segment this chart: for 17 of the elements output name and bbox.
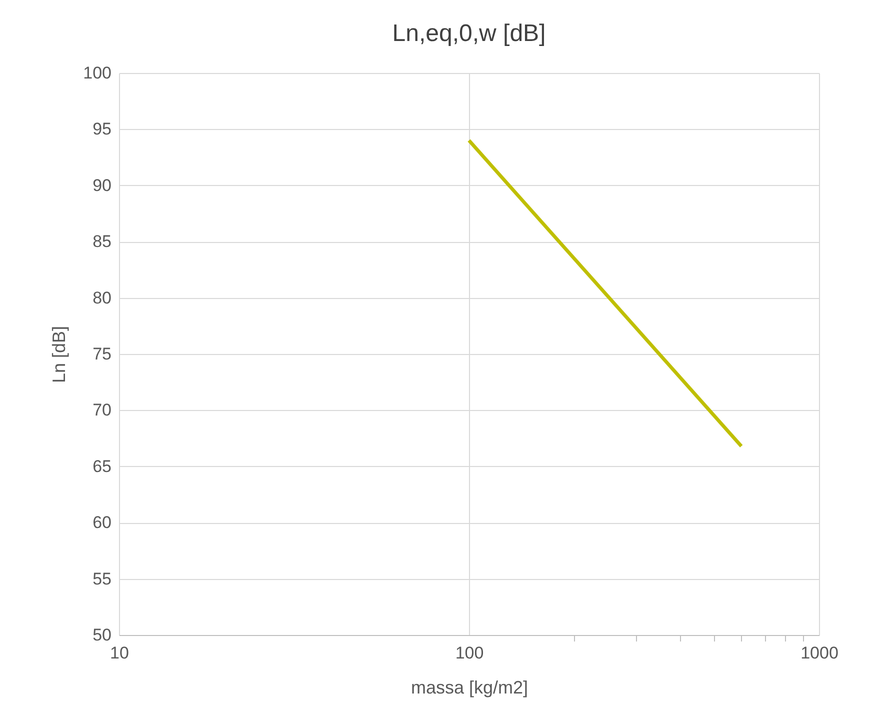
y-tick-label: 70 bbox=[92, 400, 112, 420]
y-tick-label: 65 bbox=[92, 456, 112, 476]
y-tick-label: 90 bbox=[92, 176, 112, 195]
x-tick-label: 1000 bbox=[800, 644, 838, 662]
y-tick-label: 50 bbox=[92, 626, 112, 644]
chart-title: Ln,eq,0,w [dB] bbox=[392, 20, 546, 47]
y-axis-title: Ln [dB] bbox=[49, 326, 70, 384]
x-axis-title: massa [kg/m2] bbox=[410, 678, 528, 698]
x-tick-label: 100 bbox=[455, 644, 484, 662]
y-tick-label: 55 bbox=[92, 569, 112, 588]
y-tick-label: 75 bbox=[92, 344, 112, 364]
y-tick-label: 100 bbox=[83, 64, 112, 82]
y-tick-label: 95 bbox=[92, 120, 112, 139]
y-tick-label: 60 bbox=[92, 513, 112, 532]
x-tick-label: 10 bbox=[110, 644, 129, 662]
y-tick-label: 80 bbox=[92, 288, 112, 308]
y-tick-label: 85 bbox=[92, 232, 112, 252]
